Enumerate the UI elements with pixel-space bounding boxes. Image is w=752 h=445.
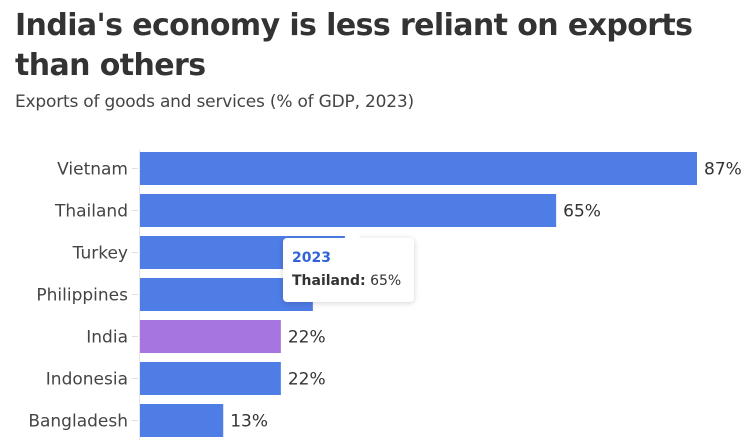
value-label-indonesia: 22%	[288, 370, 326, 390]
tooltip-arrow	[345, 230, 361, 238]
bar-india[interactable]	[140, 320, 281, 353]
category-label-philippines: Philippines	[36, 286, 128, 306]
category-label-india: India	[86, 328, 128, 348]
value-label-thailand: 65%	[563, 202, 601, 222]
bar-thailand[interactable]	[140, 194, 557, 227]
value-label-bangladesh: 13%	[230, 412, 268, 432]
value-label-vietnam: 87%	[704, 160, 742, 180]
bar-vietnam[interactable]	[140, 152, 697, 185]
tooltip-line: Thailand: 65%	[292, 273, 401, 289]
bar-indonesia[interactable]	[140, 362, 281, 395]
bar-bangladesh[interactable]	[140, 404, 224, 437]
category-label-bangladesh: Bangladesh	[28, 412, 128, 432]
category-label-vietnam: Vietnam	[57, 160, 128, 180]
value-label-india: 22%	[288, 328, 326, 348]
chart-title: India's economy is less reliant on expor…	[15, 8, 693, 83]
tooltip-year: 2023	[292, 250, 331, 266]
category-label-thailand: Thailand	[54, 202, 128, 222]
chart-subtitle: Exports of goods and services (% of GDP,…	[15, 92, 414, 112]
tooltip: 2023 Thailand: 65%	[283, 230, 414, 302]
category-label-turkey: Turkey	[72, 244, 128, 264]
category-label-indonesia: Indonesia	[46, 370, 128, 390]
tooltip-value: 65%	[370, 273, 402, 289]
tooltip-country: Thailand:	[292, 273, 366, 289]
